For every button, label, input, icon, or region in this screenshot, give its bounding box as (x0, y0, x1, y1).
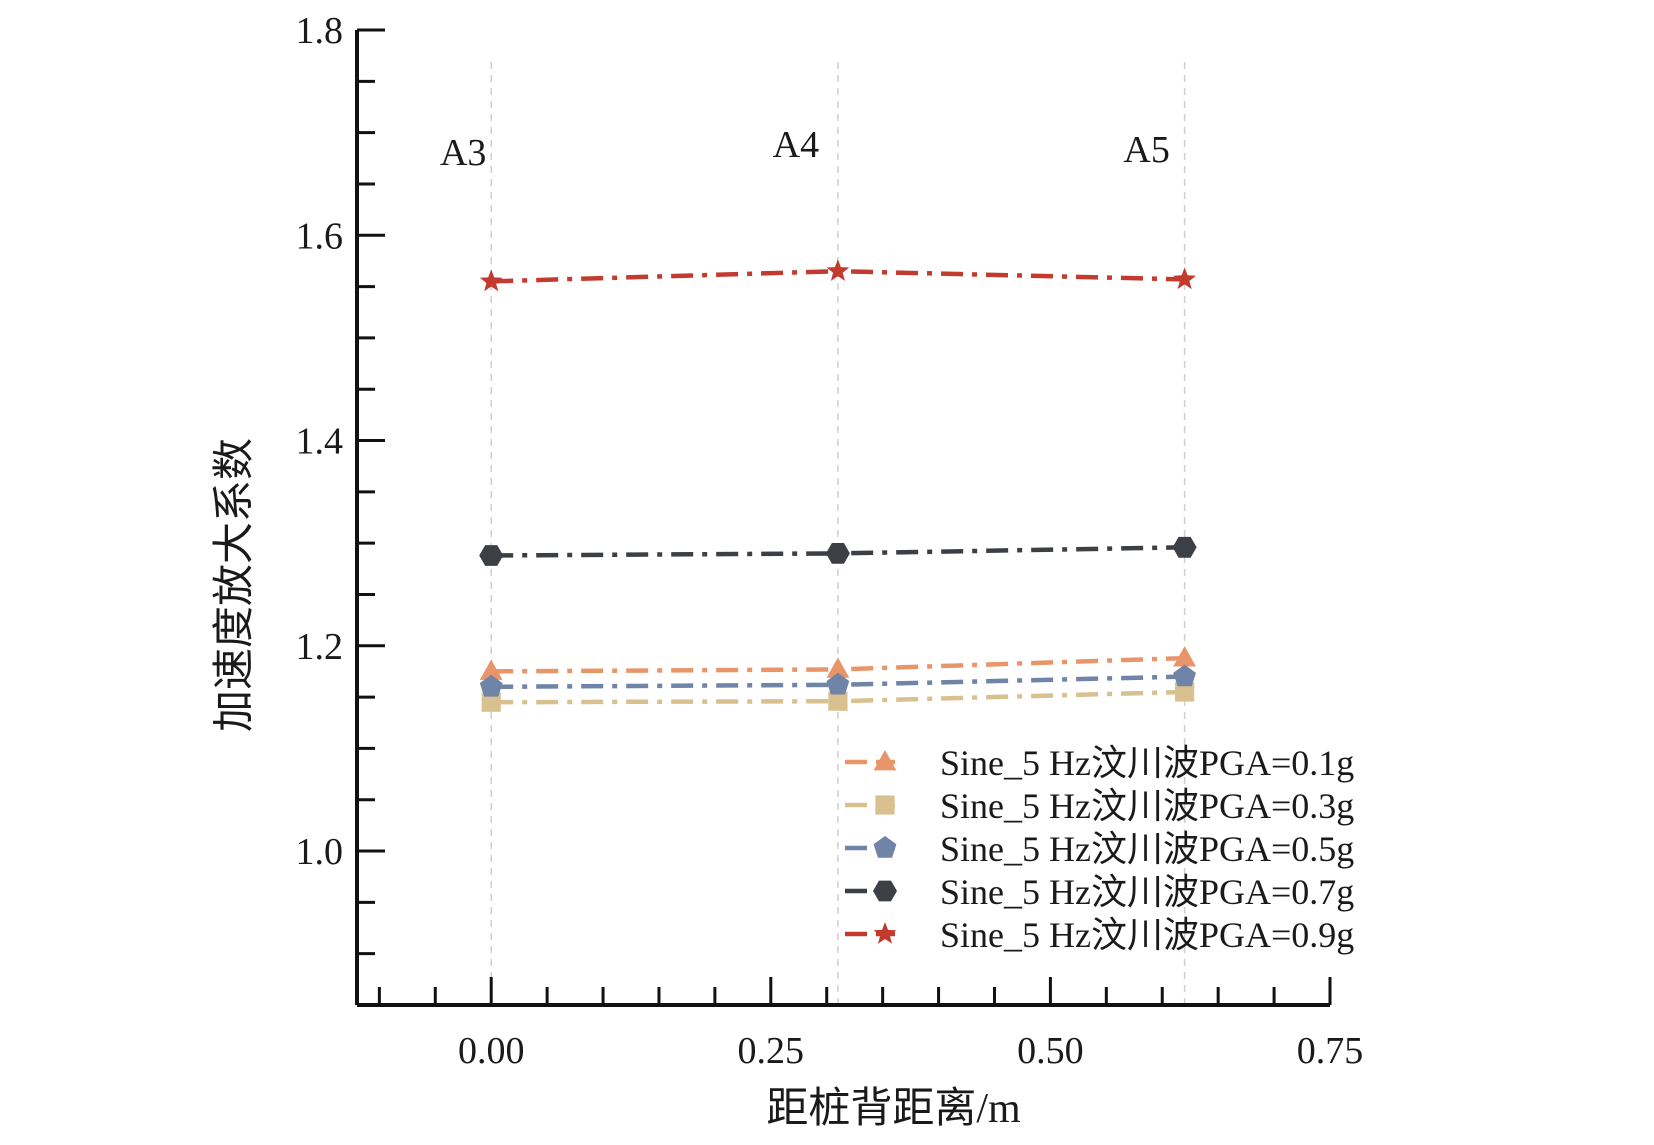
data-point (825, 543, 850, 564)
legend-item: Sine_5 Hz汶川波PGA=0.3g (845, 786, 1354, 826)
y-tick-label: 1.2 (296, 626, 344, 668)
data-point (826, 672, 850, 695)
data-point (828, 691, 848, 711)
data-point (1172, 536, 1197, 558)
x-tick-label: 0.50 (1017, 1030, 1084, 1072)
data-point (826, 259, 850, 281)
data-point (481, 692, 501, 712)
grid-layer (490, 62, 1186, 1005)
data-point (479, 269, 503, 292)
legend-label: Sine_5 Hz汶川波PGA=0.5g (940, 829, 1354, 869)
y-tick-label: 1.6 (296, 215, 344, 257)
legend-marker (873, 750, 897, 771)
legend-label: Sine_5 Hz汶川波PGA=0.3g (940, 786, 1354, 826)
legend-marker (873, 922, 897, 944)
legend-marker (873, 836, 897, 858)
legend-item: Sine_5 Hz汶川波PGA=0.1g (845, 743, 1354, 783)
series-1 (481, 682, 1195, 712)
y-axis-title: 加速度放大系数 (212, 438, 258, 732)
data-point (479, 674, 503, 697)
legend-item: Sine_5 Hz汶川波PGA=0.9g (845, 915, 1354, 955)
legend-marker (875, 795, 895, 815)
series-layer (479, 259, 1197, 712)
legend-item: Sine_5 Hz汶川波PGA=0.5g (845, 829, 1354, 869)
data-point (826, 657, 850, 678)
legend-label: Sine_5 Hz汶川波PGA=0.1g (940, 743, 1354, 783)
legend-item: Sine_5 Hz汶川波PGA=0.7g (845, 872, 1354, 912)
legend-label: Sine_5 Hz汶川波PGA=0.9g (940, 915, 1354, 955)
point-annotation: A4 (773, 124, 819, 166)
point-annotation: A3 (440, 132, 486, 174)
data-point (1173, 267, 1196, 290)
series-0 (479, 646, 1197, 680)
data-point (1175, 682, 1195, 702)
series-4 (479, 259, 1196, 292)
data-point (1173, 664, 1196, 687)
labels-layer: 1.0 1.2 1.4 1.6 1.8 0.00 0.25 0.50 0.75 距桩背距离/m 加速… (212, 10, 1363, 1132)
data-point (1173, 646, 1197, 667)
x-axis-title: 距桩背距离/m (766, 1085, 1021, 1132)
legend-marker (873, 880, 897, 902)
series-2 (479, 664, 1196, 697)
legend-label: Sine_5 Hz汶川波PGA=0.7g (940, 872, 1354, 912)
y-tick-label: 1.4 (296, 421, 344, 463)
axes-layer (355, 28, 1332, 1007)
series-3 (479, 536, 1197, 566)
y-tick-label: 1.0 (296, 831, 344, 873)
data-point (479, 545, 504, 566)
point-annotation: A5 (1123, 129, 1169, 171)
x-tick-label: 0.25 (738, 1030, 805, 1072)
x-tick-label: 0.00 (458, 1030, 525, 1072)
x-tick-label: 0.75 (1297, 1030, 1364, 1072)
y-tick-label: 1.8 (296, 10, 344, 52)
data-point (479, 659, 503, 680)
